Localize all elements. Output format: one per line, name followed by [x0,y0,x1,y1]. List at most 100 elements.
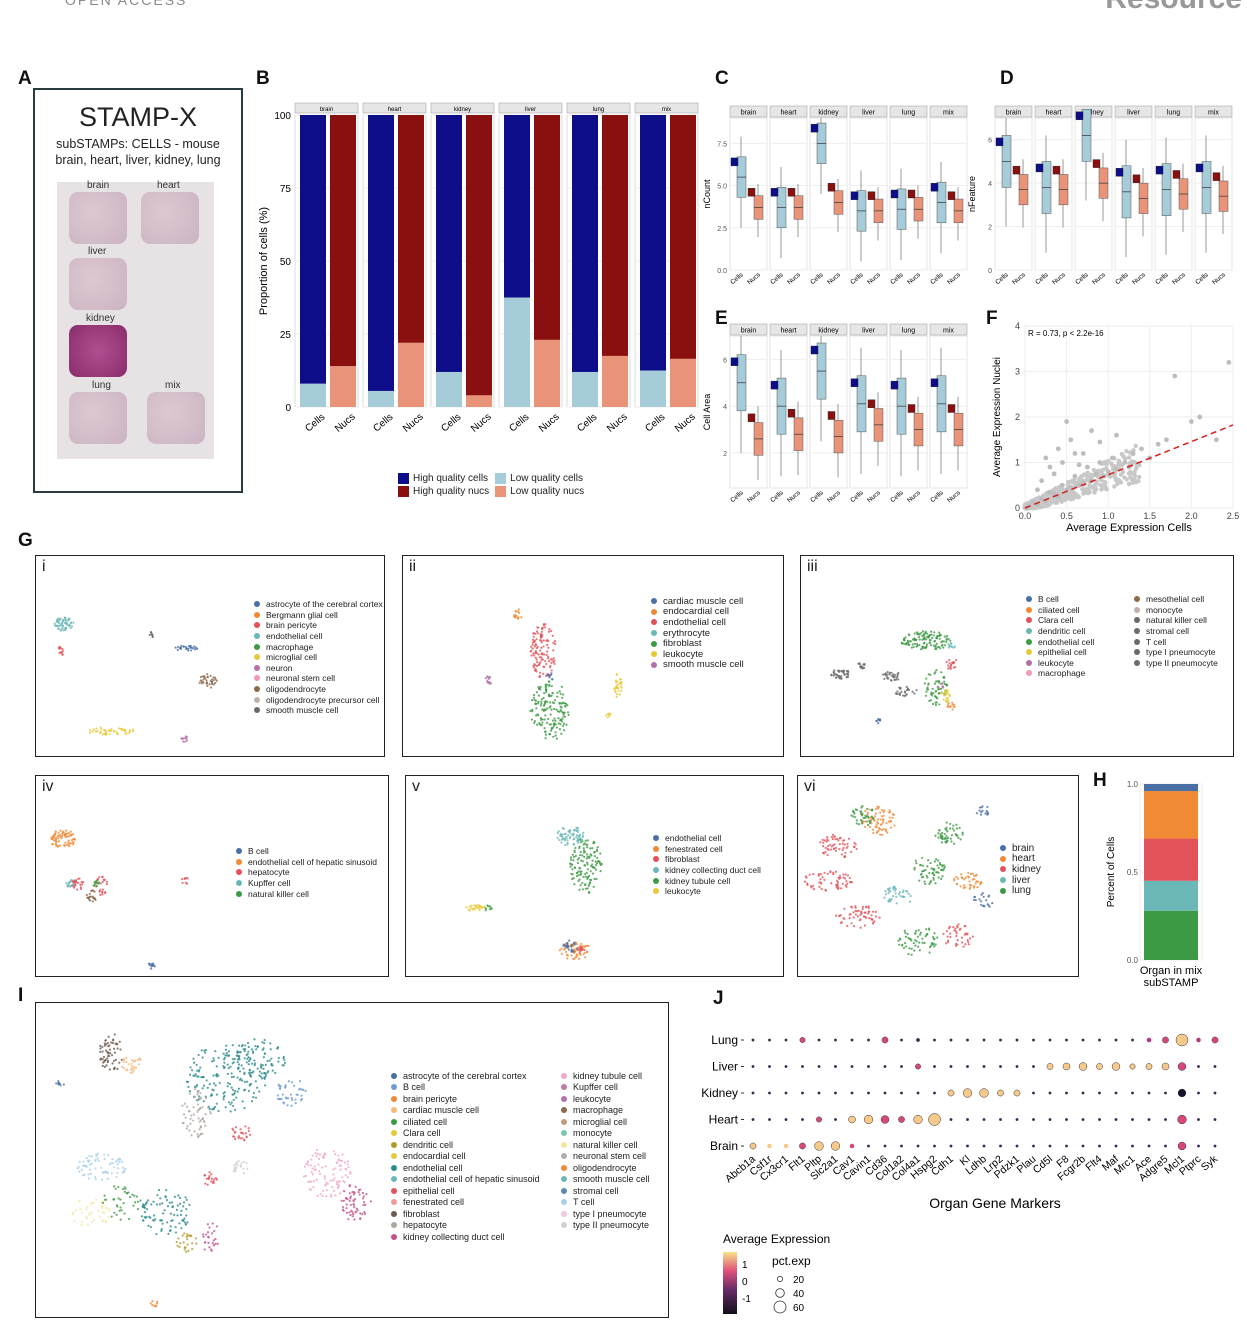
dot [1211,1036,1219,1044]
umap-point [833,847,836,850]
facet-strip [294,102,359,114]
legend-item: type II pneumocyte [1134,658,1218,669]
umap-point [589,853,592,856]
bar-segment [504,115,530,298]
umap-point [206,1086,209,1089]
umap-point [101,888,105,891]
umap-point [54,832,57,835]
umap-point [980,881,983,884]
umap-point [893,824,896,827]
umap-point [229,1110,232,1113]
umap-point [72,833,75,836]
umap-point [211,1222,214,1225]
umap-point [581,860,585,863]
legend-dot [561,1107,567,1114]
umap-point [531,641,534,644]
umap-point [310,1158,313,1161]
legend-item: neuronal stem cell [254,673,383,684]
umap-point [182,1205,185,1208]
facet-label: lung [593,107,604,113]
umap-point [119,1206,122,1209]
umap-point [72,837,75,841]
umap-point [878,719,882,722]
umap-point [101,1200,104,1203]
umap-point [855,819,858,822]
dot [982,1144,986,1148]
bar-segment [436,371,462,407]
umap-point [359,1212,362,1215]
umap-point [553,640,557,643]
umap-point [926,686,929,689]
umap-legend: brain heart kidney liver lung [1000,843,1041,896]
umap-point [960,873,963,876]
umap-panel-combined: astrocyte of the cerebral cortex B cell br… [35,1002,669,1318]
umap-point [938,681,941,684]
umap-point [608,714,611,718]
scatter-point [1067,493,1073,498]
facet-label: heart [781,328,797,335]
legend-item: cardiac muscle cell [391,1105,540,1117]
umap-point [293,1084,296,1087]
umap-point [363,1211,366,1214]
x-tick-label: 0.0 [1019,511,1032,521]
umap-point [617,689,620,692]
umap-point [972,898,976,901]
umap-point [570,833,573,836]
umap-point [486,675,490,678]
umap-point [196,1075,199,1078]
umap-point [174,1231,178,1234]
umap-point [179,1213,183,1217]
umap-point [352,1199,355,1202]
dot [949,1038,953,1042]
umap-point [80,1168,83,1171]
umap-point [949,935,952,939]
umap-point [325,1189,329,1192]
umap-point [536,632,539,635]
umap-point [615,693,619,696]
legend-item: neuron [254,663,383,674]
facet-strip [809,323,848,336]
umap-point [181,1104,184,1107]
umap-point [183,1246,186,1249]
umap-point [912,941,915,945]
umap-point [946,705,949,709]
umap-point [538,675,542,678]
umap-point [924,868,927,872]
umap-point [955,823,958,826]
facet-label: heart [781,110,797,117]
umap-point [868,917,871,920]
umap-point [70,625,74,628]
umap-point [806,882,809,885]
umap-point [335,1161,339,1164]
row-label: Kidney [701,1086,738,1100]
umap-point [865,906,868,909]
umap-plot [830,630,958,725]
umap-point [895,676,898,679]
umap-point [894,892,897,895]
umap-point [549,713,552,716]
umap-point [185,647,188,650]
umap-point [552,641,555,644]
umap-point [606,716,609,719]
scatter-point [1079,474,1084,479]
umap-point [108,1068,111,1071]
umap-point [940,682,944,685]
umap-point [200,682,203,685]
umap-point [855,847,858,851]
umap-point [101,880,104,884]
umap-point [939,647,942,650]
umap-point [130,1067,133,1071]
umap-point [339,1164,342,1167]
umap-point [542,639,545,642]
umap-point [61,653,64,656]
umap-point [113,730,116,733]
x-tick-label: Nucs [537,412,562,435]
umap-point [353,1197,357,1201]
umap-point [539,671,542,674]
legend-item: fibroblast [391,1208,540,1220]
umap-point [921,856,924,860]
umap-point [542,672,545,675]
umap-point [254,1062,257,1065]
x-tick-label: Cells [1074,271,1090,286]
umap-point [590,864,593,868]
